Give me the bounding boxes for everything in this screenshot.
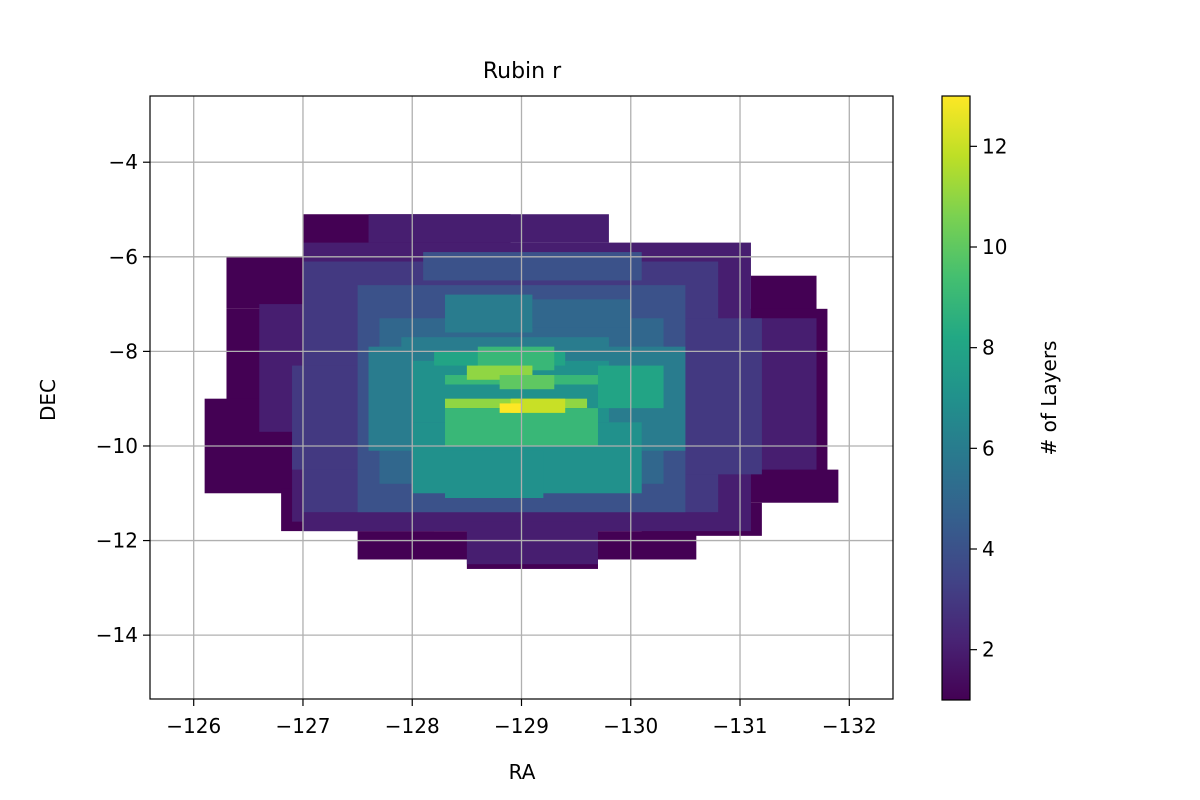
grid-layer — [150, 96, 893, 699]
x-tick-label: −128 — [385, 714, 440, 738]
colorbar-tick-label: 12 — [982, 134, 1007, 158]
heatmap-region — [750, 275, 817, 314]
heatmap-region — [499, 403, 522, 413]
x-tick-label: −132 — [822, 714, 877, 738]
x-tick-label: −127 — [276, 714, 331, 738]
y-tick-label: −8 — [109, 339, 138, 363]
heatmap-region — [226, 256, 303, 309]
x-tick-label: −130 — [603, 714, 658, 738]
y-tick-label: −10 — [96, 434, 138, 458]
heatmap-region — [445, 294, 533, 333]
colorbar-tick-label: 2 — [982, 638, 995, 662]
heatmap-region — [466, 521, 598, 565]
colorbar — [941, 95, 971, 701]
x-axis-label: RA — [509, 760, 536, 784]
x-axis-ticks: −126 −127 −128 −129 −130 −131 −132 — [166, 699, 877, 738]
y-axis-ticks: −4 −6 −8 −10 −12 −14 — [96, 150, 150, 647]
chart-title: Rubin r — [483, 59, 562, 84]
heatmap-region — [445, 450, 544, 498]
heatmap-region — [368, 214, 609, 243]
heatmap-region — [477, 346, 555, 371]
x-tick-label: −131 — [713, 714, 768, 738]
heatmap-region — [499, 375, 555, 390]
colorbar-tick-label: 8 — [982, 336, 995, 360]
y-tick-label: −14 — [96, 623, 138, 647]
heatmap-region — [401, 337, 609, 352]
y-tick-label: −6 — [109, 245, 138, 269]
colorbar-ticks: 2 4 6 8 10 12 — [970, 134, 1007, 662]
colorbar-tick-label: 10 — [982, 235, 1007, 259]
x-tick-label: −129 — [494, 714, 549, 738]
colorbar-tick-label: 4 — [982, 537, 995, 561]
colorbar-tick-label: 6 — [982, 436, 995, 460]
colorbar-label: # of Layers — [1037, 341, 1061, 456]
heatmap-region — [532, 299, 631, 328]
y-tick-label: −12 — [96, 529, 138, 553]
x-tick-label: −126 — [166, 714, 221, 738]
heatmap-region — [510, 398, 566, 413]
y-axis-label: DEC — [36, 379, 60, 421]
y-tick-label: −4 — [109, 150, 138, 174]
